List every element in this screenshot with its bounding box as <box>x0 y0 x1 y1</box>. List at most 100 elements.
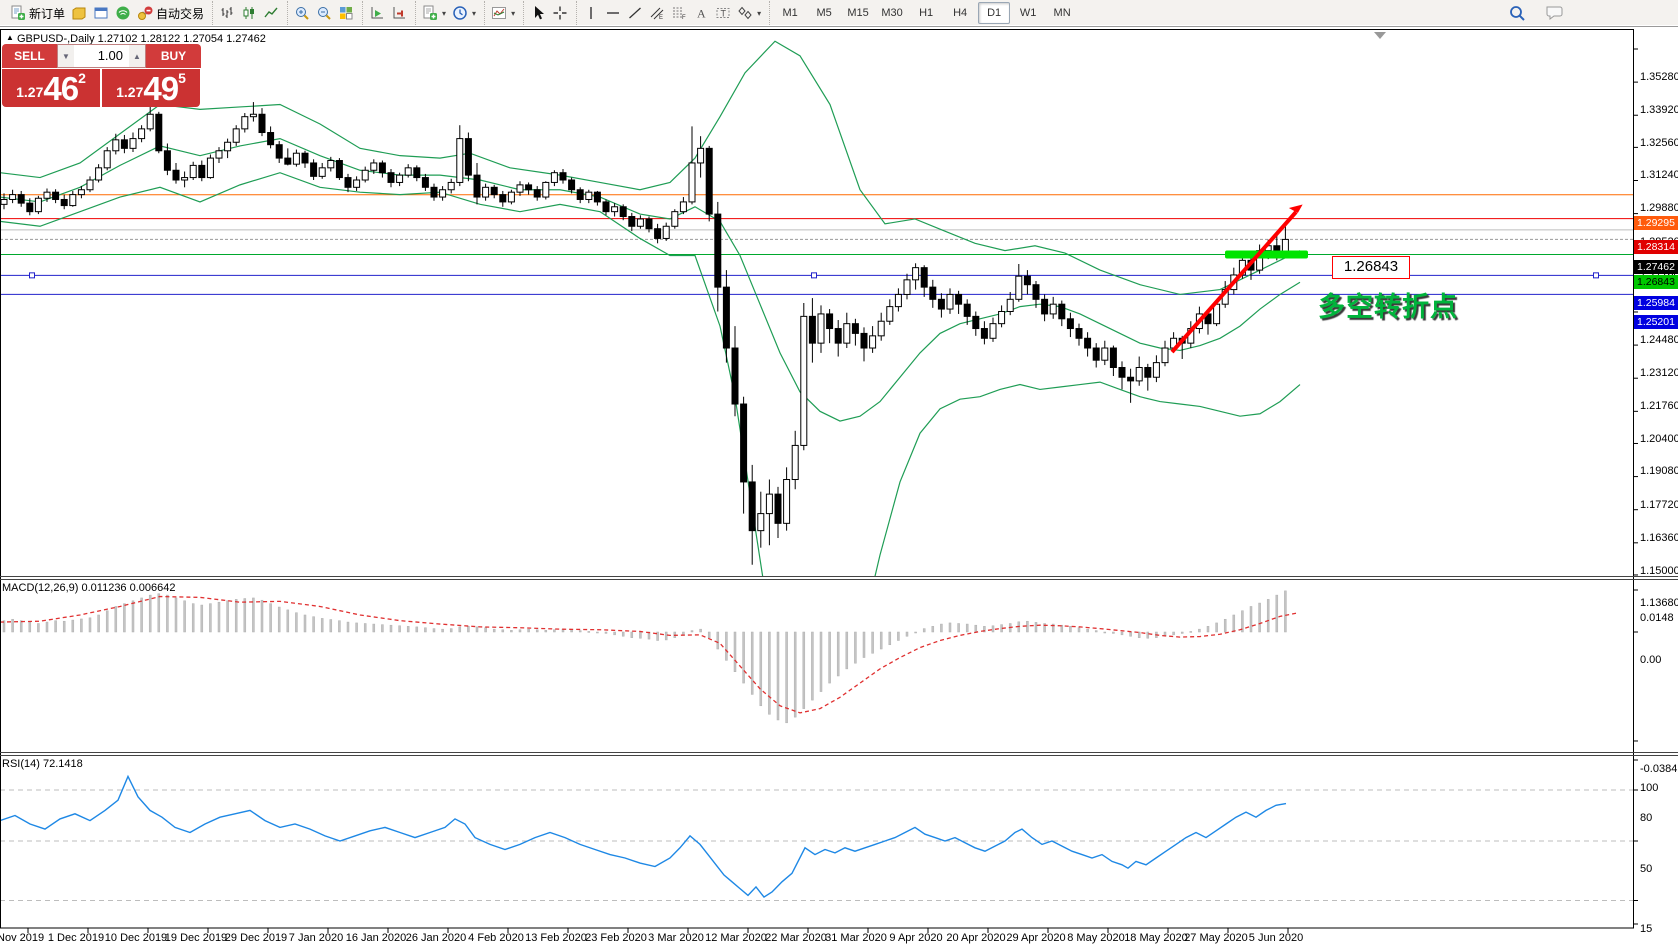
signals-button[interactable] <box>112 2 134 24</box>
line-chart-button[interactable] <box>260 2 282 24</box>
indicators-button[interactable]: ▾ <box>488 2 518 24</box>
chart-title: ▲ GBPUSD-,Daily 1.27102 1.28122 1.27054 … <box>6 33 266 45</box>
zoom-in-button[interactable] <box>291 2 313 24</box>
line-selection-handle[interactable] <box>29 272 35 279</box>
date-tick-label: 8 May 2020 <box>1067 932 1125 944</box>
volume-increase-button[interactable]: ▲ <box>129 45 145 67</box>
auto-scroll-button[interactable] <box>366 2 388 24</box>
price-tick-label: 1.31240 <box>1640 169 1678 182</box>
chart-shift-button[interactable] <box>388 2 410 24</box>
date-tick-label: 26 Jan 2020 <box>405 932 467 944</box>
macd-pane[interactable] <box>0 590 1297 724</box>
support-highlight-segment[interactable] <box>1225 250 1308 259</box>
macd-tick-label: 0.0148 <box>1640 611 1674 624</box>
tf-m1[interactable]: M1 <box>782 7 798 19</box>
tf-mn[interactable]: MN <box>1053 7 1071 19</box>
horizontal-line-button[interactable] <box>602 2 624 24</box>
channel-button[interactable]: E <box>646 2 668 24</box>
text-button[interactable]: A <box>690 2 712 24</box>
tf-m5[interactable]: M5 <box>816 7 832 19</box>
toolbar-group: ▾ <box>484 1 521 25</box>
rsi-pane[interactable] <box>0 774 1633 901</box>
text-label-button[interactable]: T <box>712 2 734 24</box>
chart-canvas[interactable] <box>0 28 1678 944</box>
price-tick-label: 1.20400 <box>1640 433 1678 446</box>
date-tick-label: 29 Apr 2020 <box>1006 932 1066 944</box>
window-icon <box>93 5 109 21</box>
tf-w1[interactable]: W1 <box>1019 7 1037 19</box>
new-template-button[interactable]: ▾ <box>419 2 449 24</box>
line-selection-handle[interactable] <box>1593 272 1599 279</box>
chevron-down-icon[interactable]: ▾ <box>472 8 477 18</box>
cursor-button[interactable] <box>527 2 549 24</box>
trendline-button[interactable] <box>624 2 646 24</box>
price-tick-label: 1.24480 <box>1640 333 1678 346</box>
price-tick-label: 1.19080 <box>1640 465 1678 478</box>
price-tick-label: 1.21760 <box>1640 400 1678 413</box>
price-line-tag: 1.27462 <box>1634 260 1678 275</box>
autotrading-button[interactable]: 自动交易 <box>134 2 207 24</box>
autotrade-icon <box>137 5 153 21</box>
data-window-button[interactable] <box>90 2 112 24</box>
volume-field[interactable]: ▼ 1.00 ▲ <box>57 44 146 68</box>
chart-window[interactable]: ▲ GBPUSD-,Daily 1.27102 1.28122 1.27054 … <box>0 28 1678 944</box>
zoom-out-button[interactable] <box>313 2 335 24</box>
bollinger-lower <box>0 172 1301 576</box>
sell-price-big: 46 <box>43 70 79 107</box>
periods-button[interactable]: ▾ <box>449 2 479 24</box>
tf-m30[interactable]: M30 <box>881 7 903 19</box>
level-annotation-box[interactable]: 1.26843 <box>1332 256 1410 279</box>
price-pane[interactable] <box>0 40 1633 737</box>
new-order-button[interactable]: 新订单 <box>7 2 68 24</box>
candlestick-series <box>0 98 1289 565</box>
price-line-tag: 1.29295 <box>1634 215 1678 230</box>
chevron-down-icon[interactable]: ▾ <box>511 8 516 18</box>
tf-h4[interactable]: H4 <box>953 7 968 19</box>
price-tick-label: 1.16360 <box>1640 531 1678 544</box>
profile-button[interactable] <box>68 2 90 24</box>
toolbar-group <box>287 1 360 25</box>
tf-d1[interactable]: D1 <box>978 2 1011 24</box>
macd-indicator-label: MACD(12,26,9) 0.011236 0.006642 <box>2 582 176 594</box>
price-tick-label: 1.32560 <box>1640 137 1678 150</box>
crosshair-button[interactable] <box>549 2 571 24</box>
buy-price[interactable]: 1.27 49 5 <box>102 69 200 107</box>
date-tick-label: 7 Jan 2020 <box>288 932 344 944</box>
date-tick-label: 3 Mar 2020 <box>648 932 704 944</box>
volume-decrease-button[interactable]: ▼ <box>58 45 74 67</box>
bar-chart-button[interactable] <box>216 2 238 24</box>
tf-m15[interactable]: M15 <box>847 7 869 19</box>
date-tick-label: 19 Dec 2019 <box>164 932 228 944</box>
volume-value[interactable]: 1.00 <box>97 48 123 63</box>
line-selection-handle[interactable] <box>811 272 817 279</box>
macd-tick-label: -0.038415 <box>1640 762 1678 775</box>
chevron-down-icon[interactable]: ▾ <box>442 8 447 18</box>
buy-button[interactable]: BUY <box>146 44 201 68</box>
sell-price[interactable]: 1.27 46 2 <box>2 69 100 107</box>
toolbar-group <box>362 1 413 25</box>
bollinger-middle <box>0 137 1301 422</box>
candlestick-chart-button[interactable] <box>238 2 260 24</box>
sell-price-pip: 2 <box>78 70 86 86</box>
tf-h1[interactable]: H1 <box>919 7 934 19</box>
pivot-annotation-text[interactable]: 多空转折点 <box>1318 292 1458 322</box>
chat-button[interactable] <box>1541 2 1567 24</box>
chevron-down-icon[interactable]: ▾ <box>757 8 762 18</box>
tile-windows-button[interactable] <box>335 2 357 24</box>
signal-icon <box>115 5 131 21</box>
fibonacci-button[interactable]: F <box>668 2 690 24</box>
rsi-tick-label: 80 <box>1640 812 1653 824</box>
date-tick-label: 4 Feb 2020 <box>468 932 524 944</box>
zoom-out-icon <box>316 5 332 21</box>
search-button[interactable] <box>1505 2 1529 24</box>
rsi-tick-label: 50 <box>1640 863 1653 875</box>
date-tick-label: 10 Dec 2019 <box>104 932 168 944</box>
sell-button[interactable]: SELL <box>2 44 57 68</box>
chart-shift-marker[interactable] <box>1374 32 1386 39</box>
vertical-line-button[interactable] <box>580 2 602 24</box>
date-tick-label: 1 Dec 2019 <box>47 932 105 944</box>
trend-arrow[interactable] <box>1170 210 1298 354</box>
arrows-button[interactable]: ▾ <box>734 2 764 24</box>
svg-text:F: F <box>682 15 686 21</box>
